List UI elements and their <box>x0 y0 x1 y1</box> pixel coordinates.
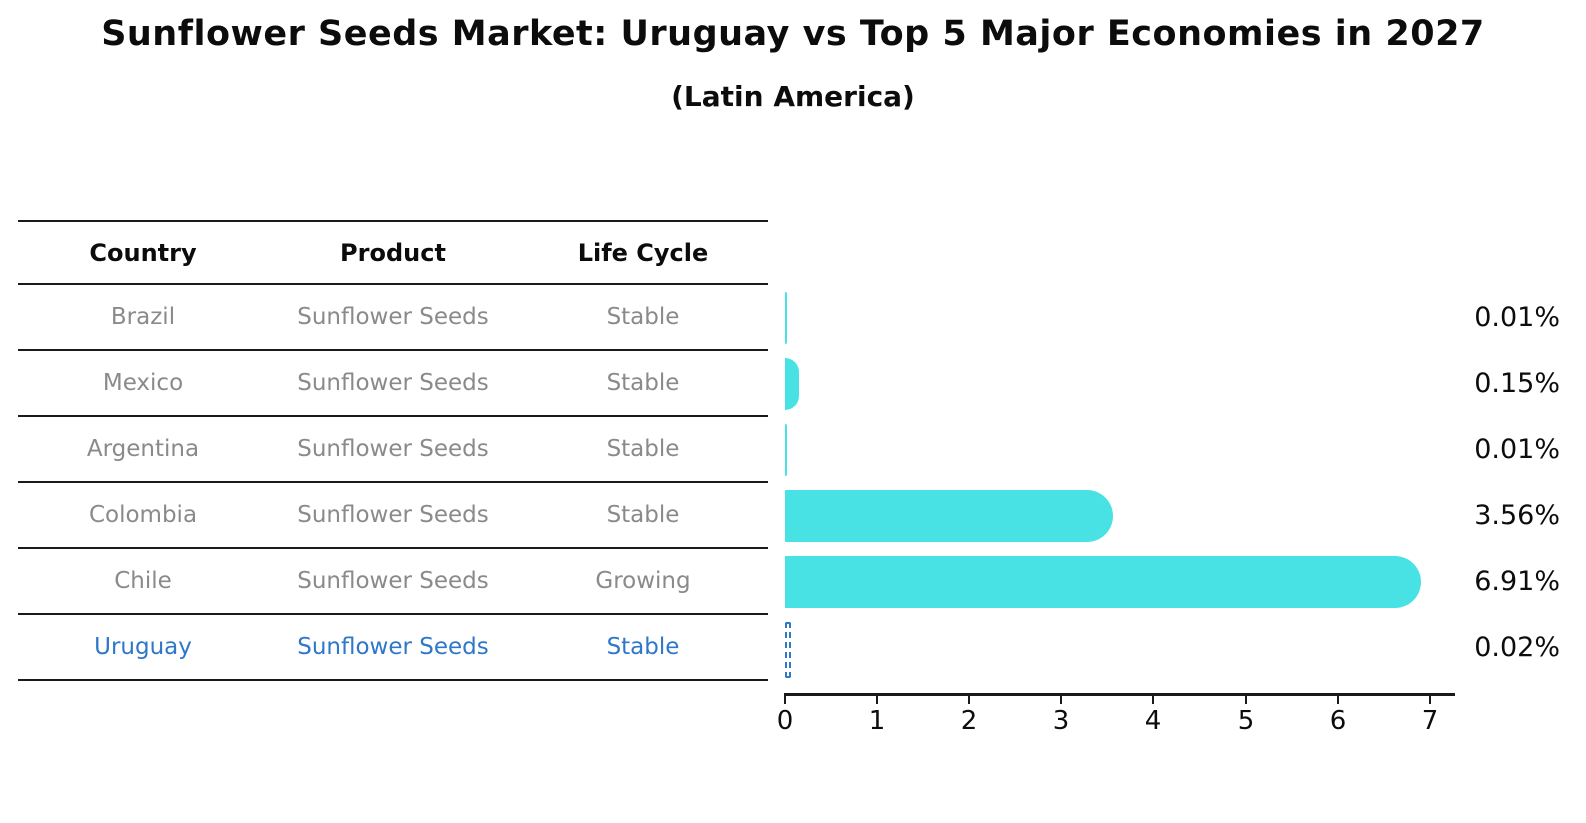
cell-country: Mexico <box>102 370 184 396</box>
x-axis-tick <box>1245 693 1247 704</box>
bar-value-label: 0.15% <box>1474 368 1560 399</box>
country-table: Country Product Life Cycle Brazil Sunflo… <box>18 220 768 681</box>
cell-lifecycle: Stable <box>606 304 680 330</box>
x-axis-tick-label: 6 <box>1329 706 1347 736</box>
column-header-lifecycle: Life Cycle <box>577 238 709 267</box>
cell-lifecycle: Stable <box>606 634 680 660</box>
bar-plot-area: 0 1 2 3 4 5 6 7 <box>777 285 1455 736</box>
bar-colombia <box>785 490 1113 542</box>
bar-brazil <box>785 292 787 344</box>
cell-lifecycle: Stable <box>606 436 680 462</box>
cell-country: Chile <box>114 568 172 594</box>
cell-product: Sunflower Seeds <box>297 304 489 330</box>
x-axis-tick-label: 7 <box>1421 706 1439 736</box>
chart-title: Sunflower Seeds Market: Uruguay vs Top 5… <box>101 14 1485 54</box>
column-header-product: Product <box>340 238 446 267</box>
x-axis-tick <box>1060 693 1062 704</box>
bar-mexico <box>785 358 799 410</box>
column-header-country: Country <box>89 238 197 267</box>
cell-product: Sunflower Seeds <box>297 502 489 528</box>
bar-uruguay <box>785 622 791 678</box>
table-row: Colombia Sunflower Seeds Stable <box>18 483 768 549</box>
chart-subtitle: (Latin America) <box>671 80 915 113</box>
x-axis-tick-label: 3 <box>1052 706 1070 736</box>
x-axis-tick <box>1152 693 1154 704</box>
table-header-row: Country Product Life Cycle <box>18 222 768 285</box>
cell-lifecycle: Stable <box>606 502 680 528</box>
table-row: Argentina Sunflower Seeds Stable <box>18 417 768 483</box>
cell-country: Uruguay <box>94 634 192 660</box>
cell-country: Brazil <box>110 304 176 330</box>
bar-value-label: 0.01% <box>1474 434 1560 465</box>
table-row: Mexico Sunflower Seeds Stable <box>18 351 768 417</box>
cell-lifecycle: Growing <box>595 568 691 594</box>
cell-product: Sunflower Seeds <box>297 370 489 396</box>
cell-product: Sunflower Seeds <box>297 436 489 462</box>
bar-value-label: 3.56% <box>1474 500 1560 531</box>
bar-value-label: 0.01% <box>1474 302 1560 333</box>
x-axis-tick-label: 1 <box>868 706 886 736</box>
bar-value-label: 6.91% <box>1474 566 1560 597</box>
x-axis-tick-label: 5 <box>1237 706 1255 736</box>
x-axis-tick-label: 4 <box>1144 706 1162 736</box>
table-row: Chile Sunflower Seeds Growing <box>18 549 768 615</box>
table-row: Brazil Sunflower Seeds Stable <box>18 285 768 351</box>
table-row: Uruguay Sunflower Seeds Stable <box>18 615 768 681</box>
x-axis-tick-label: 0 <box>776 706 794 736</box>
x-axis-tick <box>784 693 786 704</box>
x-axis-tick <box>1337 693 1339 704</box>
bar-value-label: 0.02% <box>1474 632 1560 663</box>
cell-product: Sunflower Seeds <box>297 568 489 594</box>
cell-country: Colombia <box>88 502 198 528</box>
cell-lifecycle: Stable <box>606 370 680 396</box>
x-axis-tick <box>1429 693 1431 704</box>
cell-product: Sunflower Seeds <box>297 634 489 660</box>
cell-country: Argentina <box>86 436 200 462</box>
bar-argentina <box>785 424 787 476</box>
x-axis-tick <box>876 693 878 704</box>
x-axis-tick <box>968 693 970 704</box>
x-axis-tick-label: 2 <box>960 706 978 736</box>
bar-chile <box>785 556 1421 608</box>
